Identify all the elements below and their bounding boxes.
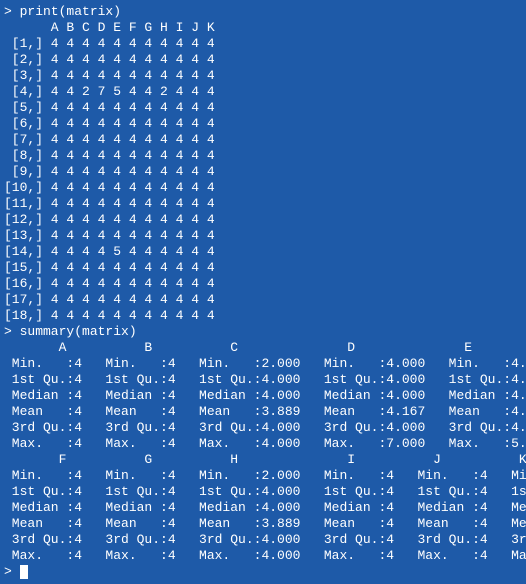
matrix-body: [1,] 4 4 4 4 4 4 4 4 4 4 4 [2,] 4 4 4 4 … (4, 36, 215, 323)
cursor (20, 565, 28, 579)
console-output: > print(matrix) A B C D E F G H I J K [1… (4, 4, 522, 580)
prompt[interactable]: > (4, 564, 20, 579)
summary-block-1: A B C D E Min. :4 Min. :4 Min. :2.000 Mi… (4, 340, 526, 451)
matrix-header: A B C D E F G H I J K (4, 20, 215, 35)
cmd-summary: > summary(matrix) (4, 324, 137, 339)
summary-block-2: F G H I J K Min. :4 Min. :4 Min. :2.000 … (4, 452, 526, 563)
cmd-print: > print(matrix) (4, 4, 121, 19)
